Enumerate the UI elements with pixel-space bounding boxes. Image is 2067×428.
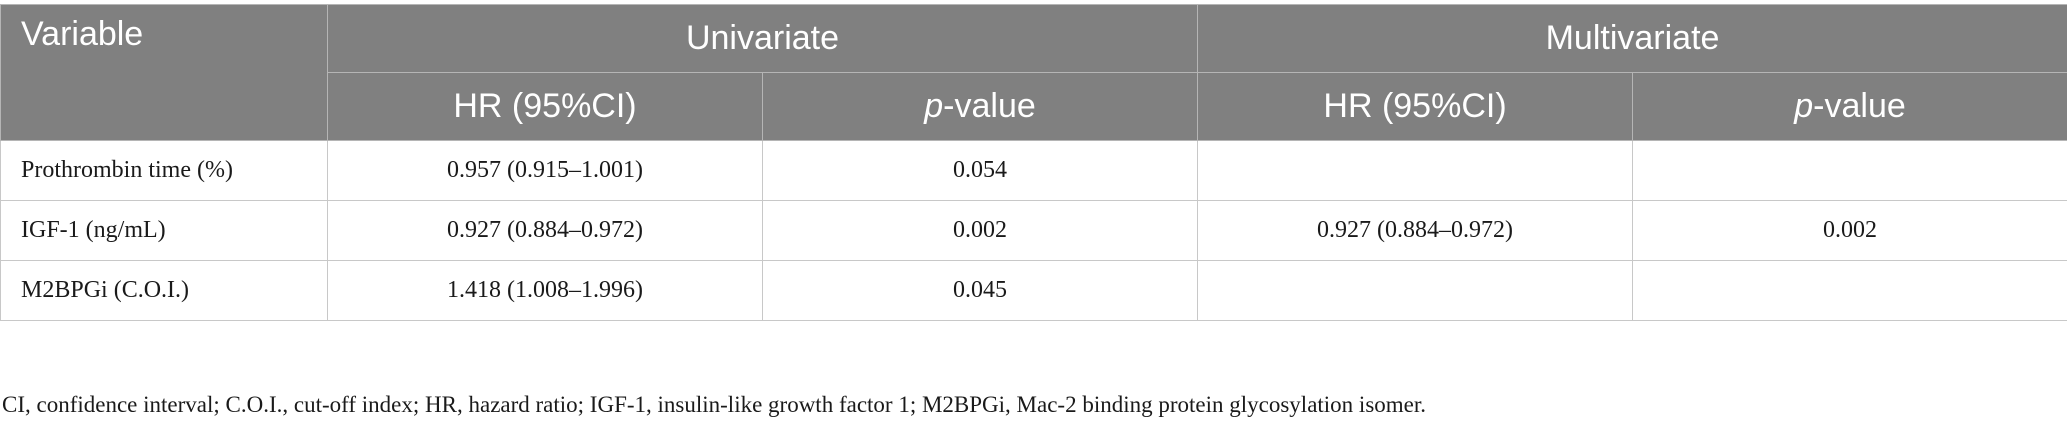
multivariate-p-cell (1632, 260, 2067, 321)
univariate-p-cell: 0.002 (761, 200, 1199, 261)
univariate-p-value-header: p-value (761, 72, 1199, 141)
table-footnote: CI, confidence interval; C.O.I., cut-off… (2, 392, 1427, 417)
table-header: Variable Univariate Multivariate HR (95%… (0, 4, 2067, 141)
multivariate-header: Multivariate (1197, 4, 2067, 73)
multivariate-p-cell: 0.002 (1632, 200, 2067, 261)
value-suffix: -value (943, 87, 1036, 125)
univariate-hr-cell: 0.927 (0.884–0.972) (327, 200, 763, 261)
variable-cell: Prothrombin time (%) (0, 140, 328, 201)
table-body: Prothrombin time (%) 0.957 (0.915–1.001)… (0, 140, 2067, 321)
univariate-p-cell: 0.045 (761, 260, 1199, 321)
univariate-hr-header: HR (95%CI) (327, 72, 763, 141)
multivariate-hr-header: HR (95%CI) (1197, 72, 1634, 141)
table-row: Prothrombin time (%) 0.957 (0.915–1.001)… (0, 140, 2067, 201)
table-row: IGF-1 (ng/mL) 0.927 (0.884–0.972) 0.002 … (0, 200, 2067, 261)
multivariate-p-value-header: p-value (1632, 72, 2067, 141)
variable-cell: M2BPGi (C.O.I.) (0, 260, 328, 321)
multivariate-hr-cell: 0.927 (0.884–0.972) (1197, 200, 1634, 261)
univariate-hr-cell: 0.957 (0.915–1.001) (327, 140, 763, 201)
variable-header: Variable (0, 4, 328, 141)
univariate-header: Univariate (326, 4, 1199, 73)
p-letter: p (924, 87, 944, 125)
univariate-p-cell: 0.054 (761, 140, 1199, 201)
results-table-container: Variable Univariate Multivariate HR (95%… (0, 4, 2067, 321)
multivariate-hr-cell (1197, 260, 1634, 321)
variable-cell: IGF-1 (ng/mL) (0, 200, 328, 261)
value-suffix: -value (1813, 87, 1906, 125)
multivariate-hr-cell (1197, 140, 1634, 201)
table-row: M2BPGi (C.O.I.) 1.418 (1.008–1.996) 0.04… (0, 260, 2067, 321)
multivariate-p-cell (1632, 140, 2067, 201)
univariate-hr-cell: 1.418 (1.008–1.996) (327, 260, 763, 321)
hazard-ratio-table: Variable Univariate Multivariate HR (95%… (0, 4, 2067, 321)
p-letter: p (1794, 87, 1814, 125)
